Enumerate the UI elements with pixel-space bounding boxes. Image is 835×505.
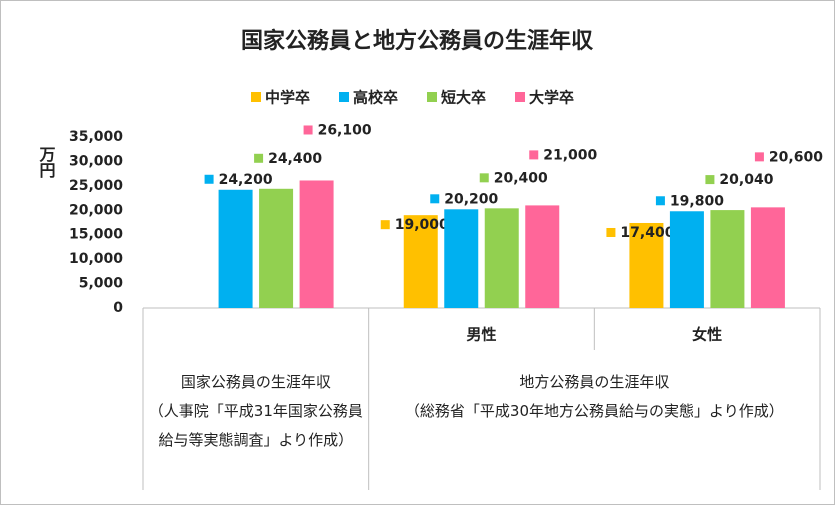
value-label-key <box>705 175 715 185</box>
legend-swatch <box>339 92 349 102</box>
category-group-label: 地方公務員の生涯年収 （総務省「平成30年地方公務員給与の実態」より作成） <box>404 373 784 420</box>
bar <box>629 222 664 308</box>
legend-label: 高校卒 <box>353 89 398 107</box>
bar <box>444 209 479 308</box>
y-tick-label: 30,000 <box>69 153 123 169</box>
value-label: 20,200 <box>444 191 498 207</box>
value-label: 20,040 <box>719 172 773 188</box>
legend-label: 短大卒 <box>441 89 486 107</box>
y-tick-label: 35,000 <box>69 129 123 145</box>
legend-swatch <box>427 92 437 102</box>
bar <box>403 215 438 308</box>
y-tick-label: 25,000 <box>69 178 123 194</box>
bar <box>525 205 560 308</box>
value-label-key <box>606 227 616 237</box>
value-label: 19,000 <box>395 217 449 233</box>
legend-swatch <box>251 92 261 102</box>
value-label-key <box>303 125 313 135</box>
value-label: 20,600 <box>769 149 823 165</box>
bar <box>259 188 294 308</box>
value-label-key <box>254 153 264 163</box>
bar <box>669 211 704 308</box>
category-group-label: 国家公務員の生涯年収 （人事院「平成31年国家公務員給与等実態調査」より作成） <box>148 373 363 449</box>
chart-title: 国家公務員と地方公務員の生涯年収 <box>241 28 594 54</box>
y-axis-label: 万円 <box>37 146 57 179</box>
value-label-key <box>754 152 764 162</box>
x-tick-label: 男性 <box>466 326 496 344</box>
legend-label: 中学卒 <box>265 89 310 107</box>
bar <box>484 208 519 308</box>
value-label-key <box>430 194 440 204</box>
y-tick-label: 15,000 <box>69 227 123 243</box>
value-label-key <box>479 173 489 183</box>
value-label-key <box>655 196 665 206</box>
legend-label: 大学卒 <box>529 89 574 107</box>
value-label-key <box>380 220 390 230</box>
value-label: 21,000 <box>543 147 597 163</box>
bar <box>218 189 253 308</box>
value-label: 26,100 <box>318 122 372 138</box>
x-tick-label: 女性 <box>692 326 722 344</box>
bar <box>750 207 785 308</box>
y-tick-label: 20,000 <box>69 202 123 218</box>
value-label: 17,400 <box>620 225 674 241</box>
y-tick-label: 5,000 <box>79 276 124 292</box>
y-tick-label: 10,000 <box>69 251 123 267</box>
bar <box>299 180 334 308</box>
value-label: 24,400 <box>268 151 322 167</box>
value-label: 20,400 <box>494 170 548 186</box>
y-tick-label: 0 <box>113 300 123 316</box>
value-label-key <box>204 174 214 184</box>
legend-swatch <box>515 92 525 102</box>
value-label: 24,200 <box>219 172 273 188</box>
bar <box>710 210 745 308</box>
value-label: 19,800 <box>670 193 724 209</box>
value-label-key <box>529 150 539 160</box>
